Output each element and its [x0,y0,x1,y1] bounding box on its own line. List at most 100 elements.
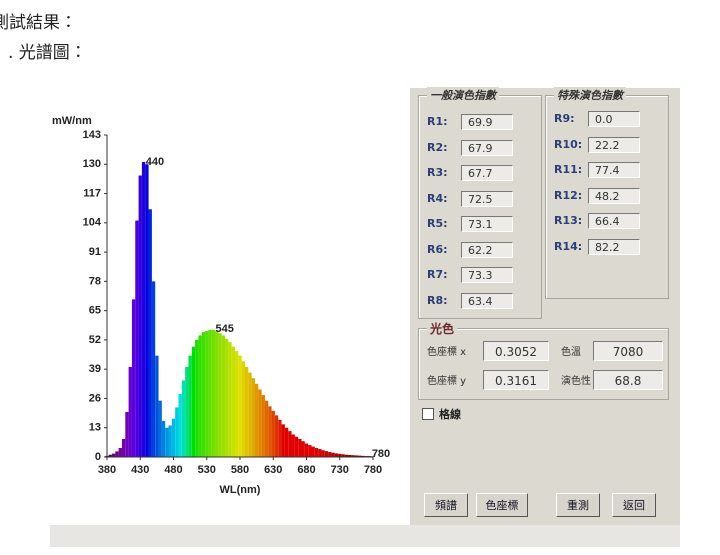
spectrum-bar [121,438,126,457]
index-label: R7: [427,268,448,281]
y-tick-label: 65 [89,305,101,317]
field-value: 0.3161 [483,370,549,390]
index-label: R2: [427,140,448,154]
x-tick-label: 580 [231,464,249,476]
spectrum-bar [111,453,116,457]
peak-label: 440 [146,156,164,168]
spectrum-chart: 0 13 26 39 52 65 78 91 104 117 130 143 380 430 480 530 5… [50,88,410,525]
y-tick-label: 130 [83,158,101,170]
button[interactable]: 重測 [556,493,600,517]
index-value: 73.3 [461,267,513,283]
button[interactable]: 返回 [612,493,656,517]
spectrum-bar [201,332,206,457]
spectrum-bar [271,410,275,457]
spectrum-bar [175,407,179,457]
spectrum-bar [178,393,182,457]
spectrum-bar [304,443,309,457]
spectrum-bar [341,454,345,457]
spectrum-bar [291,434,295,457]
index-value: 67.7 [461,165,513,181]
spectrum-bar [294,436,299,457]
spectrum-bar [361,455,365,457]
index-label: R11: [554,163,583,176]
chart-bg [50,88,410,525]
spectrum-bar [108,454,112,457]
spectrum-bar [314,447,319,457]
y-tick-label: 117 [83,187,101,199]
spectrum-bar [284,427,289,457]
spectrum-bar [225,338,229,457]
spectrum-bar [264,400,269,457]
spectrum-bar [281,424,285,457]
spectrum-bar [198,335,202,457]
spectrum-bar [311,446,315,457]
control-panel: 一般演色指數 R1: 69.9 R2: 67.9 R3: 67.7 R4: 72.5 R5: 73.… [410,87,680,525]
heading: 測試結果： [0,13,77,33]
spectrum-bar [235,351,239,457]
spectrum-bar [165,427,169,457]
index-label: R13: [554,214,583,227]
y-tick-label: 78 [89,275,101,287]
checkbox[interactable] [422,408,434,420]
spectrum-bar [148,209,152,457]
spectrum-bar [188,355,192,457]
peak-label: 545 [216,323,234,335]
spectrum-bar [338,453,342,457]
group-title: 一般演色指數 [427,87,499,103]
spectrum-bar [254,383,259,457]
index-label: R10: [554,137,583,151]
index-value: 67.9 [461,139,513,156]
spectrum-bar [161,420,166,457]
spectrum-bar [125,411,129,457]
index-value: 66.4 [588,213,640,229]
index-label: R3: [427,166,448,179]
group-box: 特殊演色指數 R9: 0.0 R10: 22.2 R11: 77.4 R12: 48.2 R13:… [545,87,669,299]
peak-label: 780 [372,448,390,460]
spectrum-bar [135,220,139,457]
index-label: R9: [554,112,575,125]
y-tick-label: 0 [95,451,101,463]
x-tick-label: 530 [198,464,216,476]
field-label: 色溫 [561,347,581,358]
index-label: R5: [427,217,448,230]
index-label: R6: [427,242,448,256]
spectrum-bar [211,329,216,457]
checkbox-label: 格線 [439,408,461,421]
spectrum-bar [131,299,136,457]
field-value: 7080 [593,341,663,361]
x-tick-label: 380 [98,464,116,476]
spectrum-bar [334,453,339,457]
spectrum-bar [155,355,159,457]
index-label: R4: [427,191,448,205]
button[interactable]: 色座標 [476,493,528,517]
button[interactable]: 頻譜 [424,493,468,517]
y-axis-label: mW/nm [52,115,92,127]
spectrum-bar [241,361,245,457]
spectrum-bar [168,425,172,457]
spectrum-bar [261,395,265,457]
subheading: . 光譜圖： [8,43,87,63]
group-title: 特殊演色指數 [554,87,626,103]
spectrum-bar [354,455,359,457]
index-value: 0.0 [588,111,640,127]
spectrum-bar [181,380,186,457]
spectrum-bar [244,366,249,457]
field-label: 色座標 y [427,376,467,387]
x-tick-label: 430 [131,464,149,476]
index-value: 62.2 [461,241,513,258]
spectrum-bar [278,419,282,457]
spectrum-bar [238,355,242,457]
y-tick-label: 91 [89,246,101,258]
group-title: 光色 [427,320,458,337]
spectrum-bar [351,455,355,457]
index-label: R14: [554,239,583,253]
index-value: 77.4 [588,162,640,178]
spectrum-bar [258,389,262,457]
field-value: 0.3052 [483,341,549,361]
y-tick-label: 52 [89,334,101,346]
y-tick-label: 26 [89,392,101,404]
index-value: 69.9 [461,114,513,130]
checkbox-row[interactable]: 格線 [422,406,461,422]
index-label: R1: [427,115,448,128]
